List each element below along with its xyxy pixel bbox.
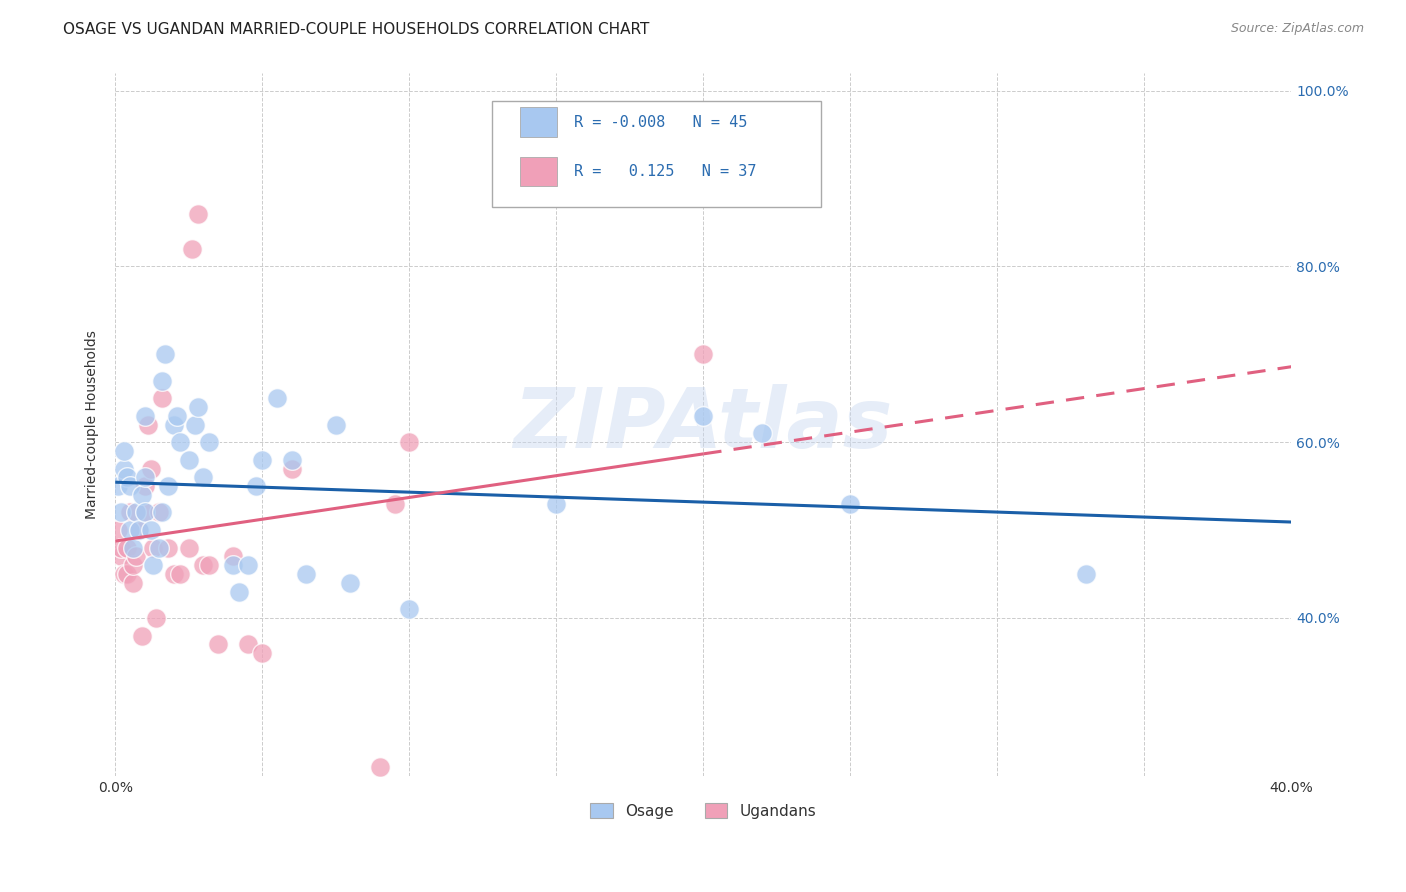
Point: [692, 409, 714, 423]
Point: [157, 479, 180, 493]
Point: [187, 206, 209, 220]
Point: [134, 409, 156, 423]
Point: [110, 506, 132, 520]
Point: [169, 435, 191, 450]
Point: [368, 760, 391, 774]
Point: [142, 541, 165, 555]
Point: [150, 391, 173, 405]
Point: [112, 461, 135, 475]
Point: [112, 444, 135, 458]
Point: [546, 497, 568, 511]
Point: [125, 506, 148, 520]
FancyBboxPatch shape: [520, 107, 557, 137]
FancyBboxPatch shape: [492, 101, 821, 207]
Point: [180, 242, 202, 256]
Point: [222, 558, 245, 573]
Text: R = -0.008   N = 45: R = -0.008 N = 45: [574, 115, 748, 129]
Point: [187, 400, 209, 414]
Text: OSAGE VS UGANDAN MARRIED-COUPLE HOUSEHOLDS CORRELATION CHART: OSAGE VS UGANDAN MARRIED-COUPLE HOUSEHOL…: [63, 22, 650, 37]
Point: [125, 549, 148, 564]
Point: [1074, 567, 1097, 582]
Point: [177, 541, 200, 555]
Point: [198, 435, 221, 450]
Point: [142, 558, 165, 573]
Point: [384, 497, 406, 511]
Y-axis label: Married-couple Households: Married-couple Households: [86, 330, 100, 519]
Point: [163, 567, 186, 582]
Point: [339, 575, 361, 590]
FancyBboxPatch shape: [520, 157, 557, 186]
Point: [118, 523, 141, 537]
Point: [139, 523, 162, 537]
Point: [398, 435, 420, 450]
Point: [136, 417, 159, 432]
Point: [280, 452, 302, 467]
Point: [122, 558, 145, 573]
Point: [169, 567, 191, 582]
Point: [157, 541, 180, 555]
Point: [222, 549, 245, 564]
Point: [398, 602, 420, 616]
Point: [139, 461, 162, 475]
Point: [122, 541, 145, 555]
Point: [245, 479, 267, 493]
Point: [107, 479, 129, 493]
Point: [128, 523, 150, 537]
Point: [839, 497, 862, 511]
Text: R =   0.125   N = 37: R = 0.125 N = 37: [574, 164, 756, 179]
Point: [325, 417, 347, 432]
Point: [134, 470, 156, 484]
Point: [252, 452, 274, 467]
Point: [207, 637, 229, 651]
Point: [150, 506, 173, 520]
Point: [112, 567, 135, 582]
Point: [115, 541, 138, 555]
Point: [236, 637, 259, 651]
Point: [128, 523, 150, 537]
Point: [118, 479, 141, 493]
Point: [134, 479, 156, 493]
Point: [148, 506, 170, 520]
Point: [236, 558, 259, 573]
Point: [266, 391, 288, 405]
Point: [751, 426, 773, 441]
Point: [177, 452, 200, 467]
Point: [166, 409, 188, 423]
Point: [198, 558, 221, 573]
Point: [134, 506, 156, 520]
Point: [145, 611, 167, 625]
Point: [110, 541, 132, 555]
Point: [150, 374, 173, 388]
Text: Source: ZipAtlas.com: Source: ZipAtlas.com: [1230, 22, 1364, 36]
Point: [115, 470, 138, 484]
Point: [122, 575, 145, 590]
Point: [692, 347, 714, 361]
Point: [131, 628, 153, 642]
Point: [134, 506, 156, 520]
Legend: Osage, Ugandans: Osage, Ugandans: [583, 797, 823, 825]
Point: [115, 567, 138, 582]
Point: [155, 347, 177, 361]
Point: [252, 646, 274, 660]
Point: [183, 417, 205, 432]
Point: [193, 558, 215, 573]
Point: [110, 549, 132, 564]
Point: [228, 584, 250, 599]
Point: [295, 567, 318, 582]
Point: [280, 461, 302, 475]
Point: [163, 417, 186, 432]
Text: ZIPAtlas: ZIPAtlas: [513, 384, 893, 465]
Point: [148, 541, 170, 555]
Point: [107, 523, 129, 537]
Point: [131, 488, 153, 502]
Point: [118, 506, 141, 520]
Point: [193, 470, 215, 484]
